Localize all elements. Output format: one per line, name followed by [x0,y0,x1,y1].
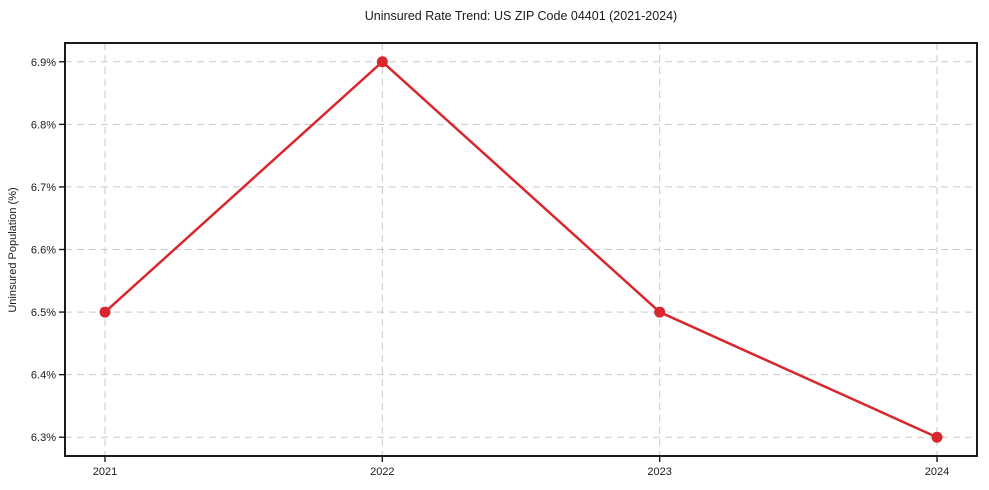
chart-title: Uninsured Rate Trend: US ZIP Code 04401 … [364,9,678,23]
x-tick-label: 2022 [370,466,394,478]
y-tick-label: 6.6% [31,245,56,257]
x-tick-label: 2021 [93,466,117,478]
y-tick-label: 6.3% [31,432,56,444]
x-tick-label: 2023 [647,466,671,478]
trend-line [103,60,939,439]
y-tick-label: 6.7% [31,182,56,194]
x-tick-label: 2024 [925,466,949,478]
y-tick-label: 6.4% [31,370,56,382]
data-point [654,306,666,318]
y-tick-label: 6.9% [31,57,56,69]
y-tick-label: 6.5% [31,307,56,319]
plot-border [64,42,978,457]
data-point [931,431,943,443]
data-point [376,56,388,68]
data-point [99,306,111,318]
y-tick-label: 6.8% [31,119,56,131]
